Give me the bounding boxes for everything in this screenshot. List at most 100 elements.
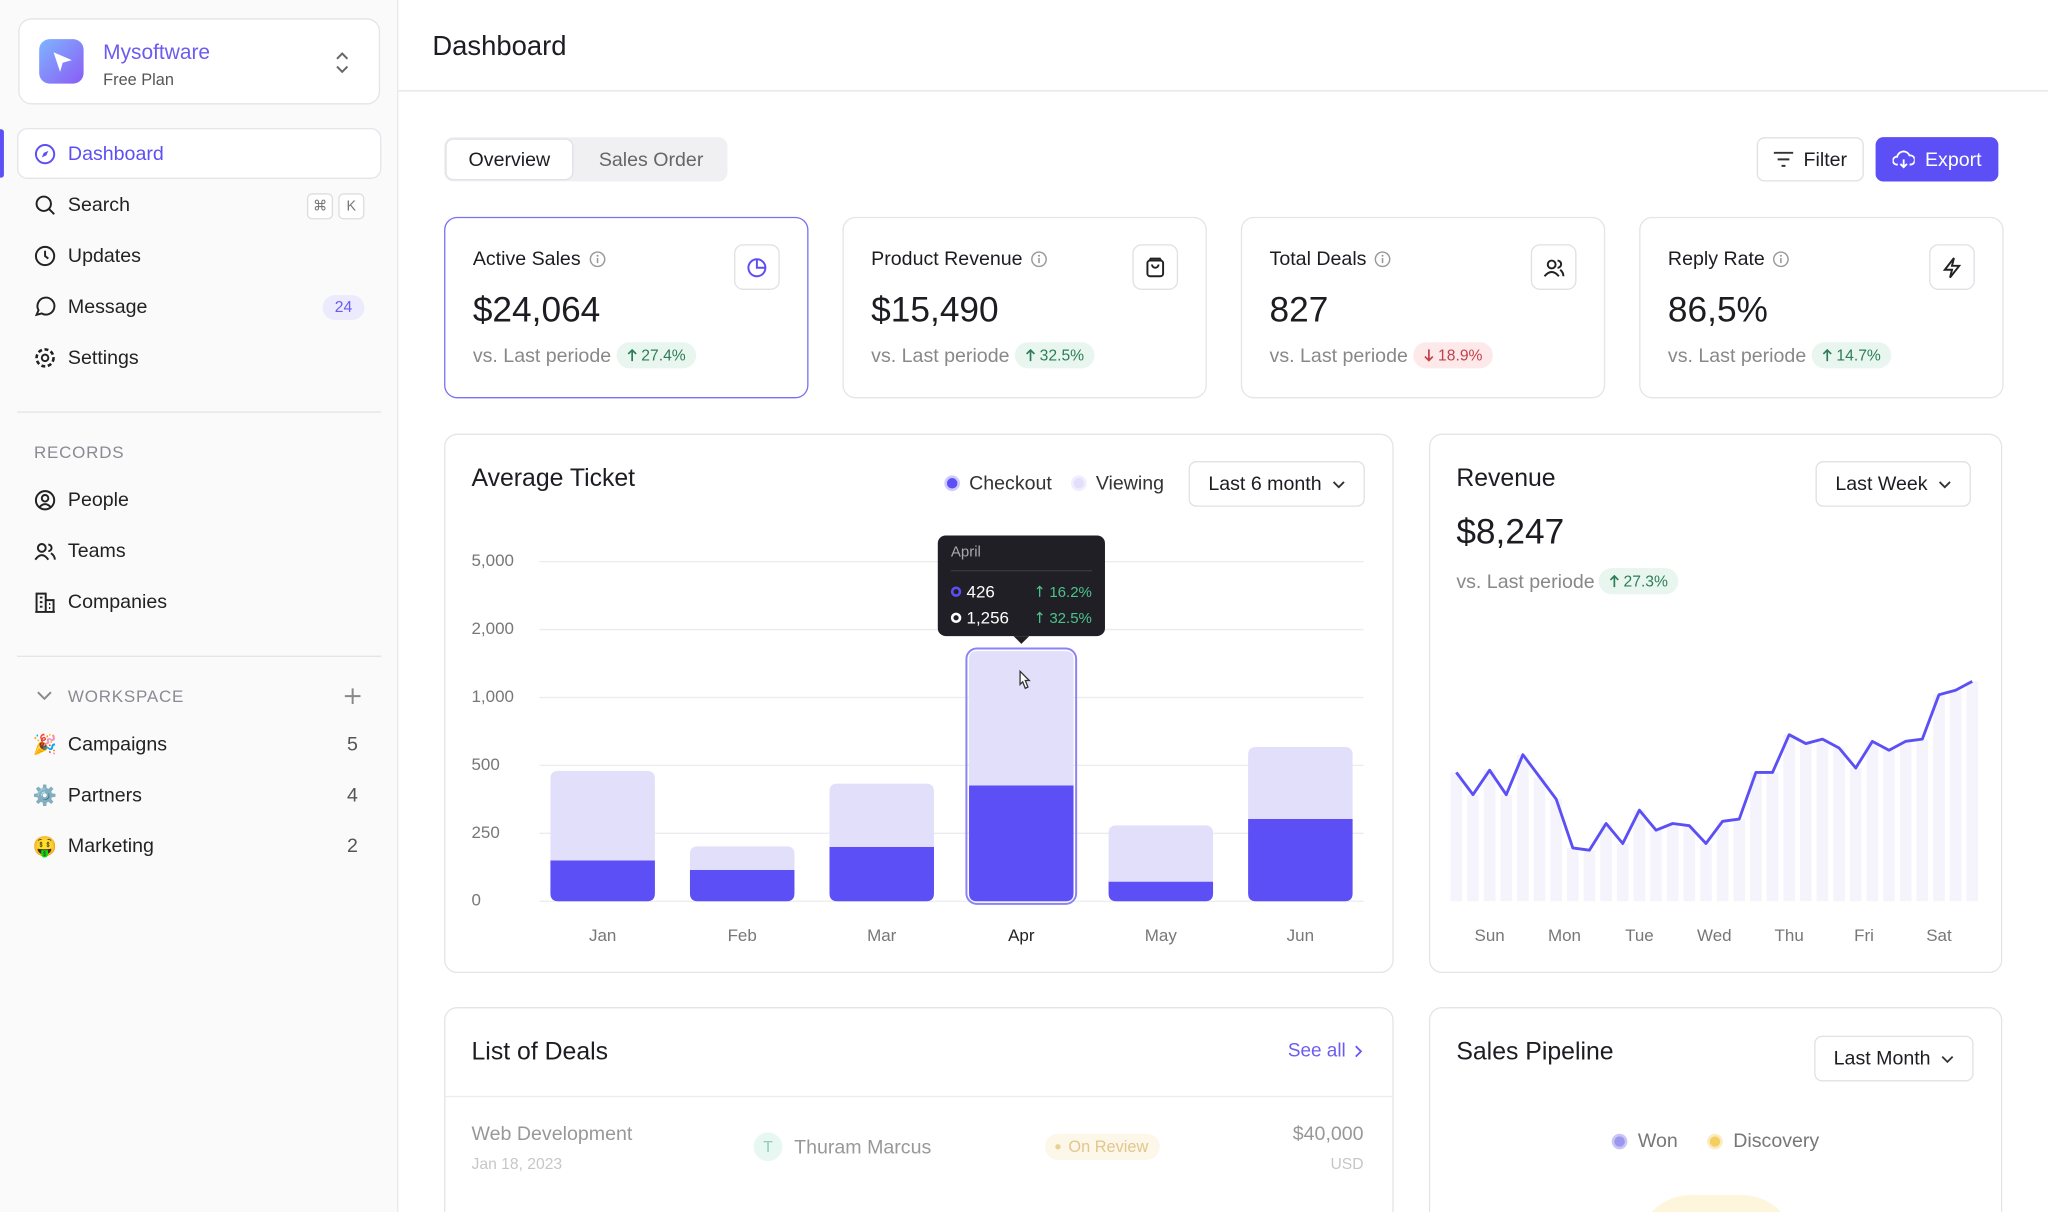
column-shade bbox=[1600, 823, 1612, 902]
nav-item[interactable]: Companies bbox=[67, 591, 168, 614]
tab-active[interactable]: Overview bbox=[445, 138, 574, 181]
icon bbox=[35, 195, 55, 215]
x-tick-label: Fri bbox=[1854, 926, 1874, 945]
add-icon[interactable] bbox=[344, 687, 362, 705]
nav-item[interactable]: Dashboard bbox=[67, 143, 164, 166]
item-count: 4 bbox=[346, 784, 358, 807]
filter-button[interactable]: Filter bbox=[1756, 137, 1864, 182]
column-shade bbox=[1483, 770, 1496, 902]
stat-label: Reply Rate bbox=[1667, 248, 1765, 271]
nav-active-bg bbox=[16, 127, 382, 179]
chevrons bbox=[336, 52, 349, 74]
deal-date: Jan 18, 2023 bbox=[471, 1154, 563, 1173]
range-dropdown[interactable]: Last Week bbox=[1815, 461, 1971, 507]
bar-segment bbox=[1108, 825, 1214, 882]
nav-item[interactable]: Campaigns bbox=[67, 733, 168, 756]
info-icon[interactable] bbox=[1374, 251, 1391, 268]
column-shade bbox=[1633, 810, 1646, 902]
info-icon[interactable] bbox=[1030, 251, 1047, 268]
x-tick-label: Thu bbox=[1775, 926, 1804, 945]
info-icon[interactable] bbox=[588, 251, 605, 268]
see-all-link[interactable]: See all bbox=[1288, 1041, 1363, 1062]
stat-value: $15,490 bbox=[871, 289, 999, 330]
nav-item[interactable]: Updates bbox=[67, 244, 141, 268]
section-title: WORKSPACE bbox=[67, 686, 185, 706]
change-value: 18.9% bbox=[1438, 346, 1483, 365]
header-border bbox=[398, 90, 2048, 92]
column-shade bbox=[1666, 823, 1679, 902]
nav-item[interactable]: Search bbox=[67, 193, 130, 217]
x-tick-label: Feb bbox=[728, 926, 757, 945]
stat-value: 86,5% bbox=[1667, 289, 1768, 330]
status-label: On Review bbox=[1068, 1137, 1149, 1156]
bar-segment bbox=[689, 869, 795, 902]
compare-text: vs. Last periode bbox=[1269, 344, 1408, 368]
y-tick-label: 1,000 bbox=[472, 687, 514, 706]
column-shade bbox=[1833, 748, 1845, 902]
change-arrow bbox=[1424, 349, 1434, 362]
export-button[interactable]: Export bbox=[1875, 137, 1999, 182]
info-icon[interactable] bbox=[1773, 251, 1790, 268]
nav-item[interactable]: Message bbox=[67, 295, 148, 319]
button-label: Filter bbox=[1803, 148, 1848, 171]
nav-item[interactable]: Teams bbox=[67, 540, 126, 563]
x-tick-label: Sun bbox=[1475, 926, 1505, 945]
nav-item[interactable]: People bbox=[67, 489, 129, 512]
divider bbox=[445, 1095, 1393, 1098]
column-shade bbox=[1683, 825, 1696, 902]
stat-card: Reply Rate 86,5% vs. Last periode 14.7% bbox=[1639, 216, 2004, 399]
nav-item[interactable]: Marketing bbox=[67, 835, 154, 858]
legend-dot bbox=[1611, 1133, 1628, 1149]
range-dropdown[interactable]: Last Month bbox=[1814, 1035, 1974, 1082]
bar-segment bbox=[829, 846, 934, 902]
range-dropdown[interactable]: Last 6 month bbox=[1188, 461, 1365, 507]
stat-value: 827 bbox=[1269, 289, 1329, 330]
cursor-icon bbox=[1019, 669, 1031, 690]
tab[interactable]: Sales Order bbox=[598, 148, 704, 171]
change-pill: 27.4% bbox=[616, 342, 697, 369]
workspace-emoji: 🤑 bbox=[32, 835, 58, 859]
collapse-icon[interactable] bbox=[37, 690, 53, 703]
legend-item: Discovery bbox=[1707, 1130, 1819, 1152]
tooltip-change: 16.2% bbox=[1049, 584, 1092, 601]
legend-label: Won bbox=[1637, 1129, 1678, 1152]
tooltip-change: 32.5% bbox=[1049, 610, 1092, 627]
button-label: Export bbox=[1924, 148, 1982, 171]
column-shade bbox=[1816, 739, 1829, 902]
deal-row[interactable]: Web Development Jan 18, 2023 T Thuram Ma… bbox=[445, 1097, 1392, 1201]
change-pill: 14.7% bbox=[1811, 342, 1892, 369]
x-tick-label: May bbox=[1145, 926, 1178, 945]
legend-dot bbox=[944, 475, 960, 492]
column-shade bbox=[1883, 750, 1895, 902]
change-arrow bbox=[1822, 348, 1832, 362]
dropdown-label: Last Month bbox=[1833, 1047, 1931, 1070]
page-title: Dashboard bbox=[432, 31, 567, 62]
stat-label-row: Total Deals bbox=[1270, 248, 1392, 270]
column-shade bbox=[1933, 694, 1945, 902]
nav-item[interactable]: Partners bbox=[67, 784, 142, 807]
bar-segment bbox=[829, 783, 934, 847]
legend-dot bbox=[1707, 1133, 1723, 1149]
column-shade bbox=[1733, 819, 1746, 902]
shortcut-key: ⌘ bbox=[306, 193, 334, 220]
column-shade bbox=[1783, 734, 1795, 902]
active-indicator bbox=[0, 129, 4, 178]
tooltip-dot bbox=[950, 612, 962, 624]
change-pill: 27.3% bbox=[1598, 568, 1679, 595]
column-shade bbox=[1766, 772, 1779, 902]
x-tick-label: Tue bbox=[1625, 926, 1654, 945]
icon bbox=[35, 592, 55, 613]
bar-segment bbox=[1248, 818, 1353, 902]
sidebar: Mysoftware Free Plan Dashboard Search Upda… bbox=[0, 0, 399, 1212]
brand-switcher[interactable]: Mysoftware Free Plan bbox=[18, 18, 381, 105]
nav-item[interactable]: Settings bbox=[67, 346, 139, 369]
legend-dot bbox=[1071, 475, 1087, 492]
column-shade bbox=[1849, 767, 1862, 902]
pipeline-chart-edge bbox=[1637, 1195, 1795, 1212]
bar-segment bbox=[550, 860, 655, 902]
icon bbox=[34, 490, 56, 511]
item-count: 5 bbox=[346, 733, 358, 756]
stat-label-row: Product Revenue bbox=[871, 248, 1047, 270]
x-tick-label: Sat bbox=[1926, 926, 1952, 945]
